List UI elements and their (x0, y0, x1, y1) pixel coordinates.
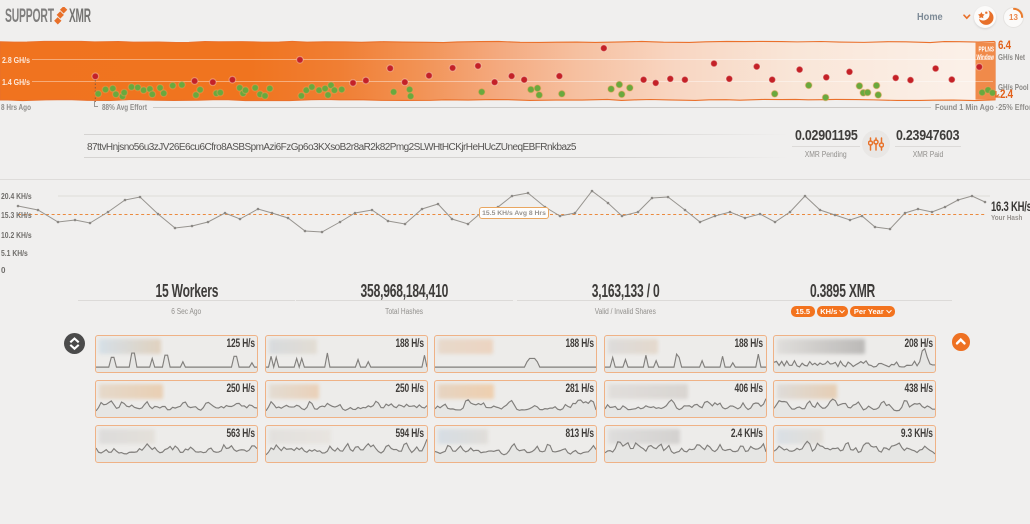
svg-text:1.4 GH/s: 1.4 GH/s (2, 77, 30, 87)
svg-text:2.8 GH/s: 2.8 GH/s (2, 55, 30, 65)
svg-text:Window: Window (977, 53, 995, 62)
svg-text:PPLNS: PPLNS (979, 45, 995, 54)
